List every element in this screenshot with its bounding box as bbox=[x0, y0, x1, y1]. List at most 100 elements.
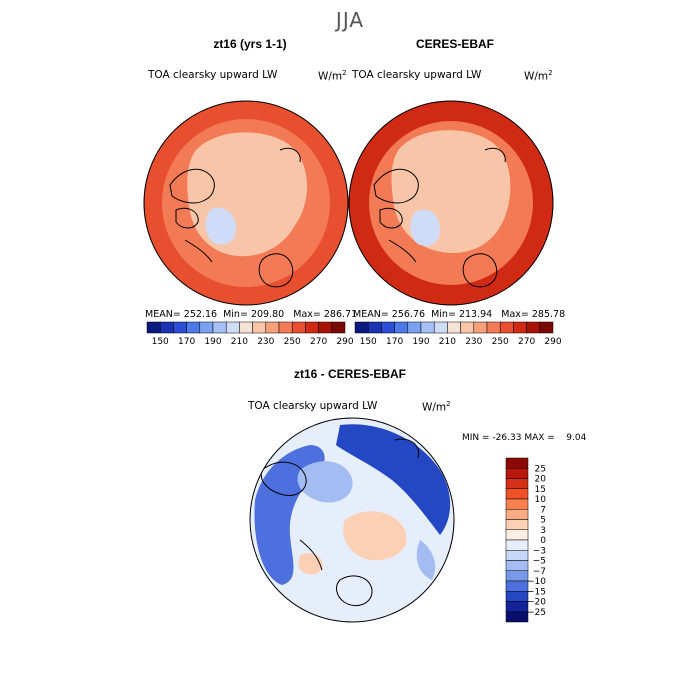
panel1-colorbar-swatch bbox=[331, 321, 346, 334]
panel1-colorbar-label: 250 bbox=[284, 337, 301, 347]
panel3-field-positive bbox=[298, 511, 407, 575]
panel1-colorbar-label: 150 bbox=[152, 337, 169, 347]
panel1-colorbar-label: 230 bbox=[257, 337, 274, 347]
panel1-colorbar-label: 170 bbox=[178, 337, 195, 347]
panel3-colorbar-swatch bbox=[505, 468, 529, 479]
panel3-colorbar-swatch bbox=[505, 498, 529, 510]
panel1-colorbar-label: 210 bbox=[231, 337, 248, 347]
panel3-colorbar-label: −10 bbox=[527, 577, 546, 587]
panel3-colorbar-label: 15 bbox=[535, 485, 546, 495]
panel2-colorbar-swatch bbox=[420, 321, 435, 334]
panel3-colorbar-swatch bbox=[505, 550, 529, 561]
panel1-stats: MEAN= 252.16 Min= 209.80 Max= 286.71 bbox=[145, 309, 358, 320]
panel3-colorbar-swatch bbox=[505, 478, 529, 489]
panel3-field-negative-east bbox=[336, 424, 451, 535]
panel3-colorbar-swatch bbox=[505, 560, 529, 571]
panel2-colorbar-swatch bbox=[447, 321, 461, 334]
panel3-colorbar-swatch bbox=[505, 457, 529, 469]
panel2-colorbar-swatch bbox=[367, 321, 382, 334]
panel1-colorbar-swatch bbox=[159, 321, 174, 334]
panel1-colorbar-swatch bbox=[173, 321, 187, 334]
panel2-colorbar-label: 210 bbox=[439, 337, 456, 347]
panel3-colorbar-label: 25 bbox=[535, 464, 546, 474]
panel1-colorbar-label: 270 bbox=[310, 337, 327, 347]
panel1-colorbar-swatch bbox=[239, 321, 253, 334]
panel3-colorbar-label: 0 bbox=[540, 536, 546, 546]
panel2-colorbar-label: 150 bbox=[360, 337, 377, 347]
panel2-colorbar-label: 250 bbox=[492, 337, 509, 347]
panel1-subtitle: TOA clearsky upward LW bbox=[148, 69, 278, 81]
panel1-colorbar-swatch bbox=[212, 321, 227, 334]
panel3-colorbar-label: −20 bbox=[527, 598, 546, 608]
panel3-map bbox=[250, 418, 454, 622]
panel2-colorbar-swatch bbox=[354, 321, 369, 334]
panel1-colorbar-label: 290 bbox=[336, 337, 353, 347]
panel3-coastlines bbox=[260, 438, 420, 606]
panel3-colorbar-swatch bbox=[505, 509, 529, 520]
panel1-map bbox=[144, 101, 348, 305]
panel2-colorbar-label: 230 bbox=[465, 337, 482, 347]
panel3-units: W/m2 bbox=[422, 400, 451, 414]
panel3-title: zt16 - CERES-EBAF bbox=[293, 367, 406, 381]
panel1-colorbar-swatch bbox=[278, 321, 293, 334]
panel1-map-border bbox=[143, 100, 349, 306]
panel1-colorbar-swatch bbox=[146, 321, 161, 334]
panel2-title: CERES-EBAF bbox=[415, 37, 494, 51]
panel2-stats: MEAN= 256.76 Min= 213.94 Max= 285.78 bbox=[353, 309, 566, 320]
panel3-colorbar-swatch bbox=[505, 529, 529, 541]
panel2-colorbar-swatch bbox=[460, 321, 475, 334]
panel2-colorbar: 150 170 190 210 230 250 270 290 bbox=[354, 321, 562, 347]
panel2-colorbar-label: 290 bbox=[544, 337, 561, 347]
panel3-colorbar-label: −3 bbox=[533, 546, 546, 556]
panel1-colorbar-label: 190 bbox=[204, 337, 221, 347]
panel3-colorbar-label: −15 bbox=[527, 587, 546, 597]
panel1-colorbar-swatch bbox=[265, 321, 280, 334]
panel2-colorbar-swatch bbox=[473, 321, 488, 334]
panel2-colorbar-swatch bbox=[486, 321, 501, 334]
panel2-colorbar-label: 170 bbox=[386, 337, 403, 347]
panel3-colorbar-label: 10 bbox=[535, 495, 547, 505]
panel2-colorbar-swatch bbox=[381, 321, 395, 334]
panel2-colorbar-swatch bbox=[539, 321, 554, 334]
panel1-colorbar-swatch bbox=[252, 321, 267, 334]
panel2-colorbar-swatch bbox=[526, 321, 541, 334]
panel3-colorbar-swatch bbox=[505, 601, 529, 612]
panel3-subtitle: TOA clearsky upward LW bbox=[248, 400, 378, 412]
panel2-units: W/m2 bbox=[524, 69, 553, 83]
panel2-colorbar-swatch bbox=[407, 321, 422, 334]
panel2-colorbar-swatch bbox=[394, 321, 409, 334]
panel1-colorbar: 150 170 190 210 230 250 270 290 bbox=[146, 321, 354, 347]
panel3-map-border bbox=[249, 417, 455, 623]
panel3-colorbar-swatch bbox=[505, 580, 529, 592]
panel1-coastlines bbox=[169, 147, 301, 288]
panel2-colorbar-swatch bbox=[433, 321, 448, 334]
panel3-colorbar-label: 3 bbox=[540, 526, 546, 536]
panel2-map bbox=[349, 101, 553, 305]
panel1-colorbar-swatch bbox=[225, 321, 240, 334]
panel3-minmax: MIN = -26.33 MAX = 9.04 bbox=[462, 433, 587, 443]
panel3-colorbar-label: −5 bbox=[533, 557, 546, 567]
panel3-colorbar-label: −7 bbox=[533, 567, 546, 577]
panel1-colorbar-swatch bbox=[305, 321, 319, 334]
panel1-colorbar-swatch bbox=[318, 321, 333, 334]
panel2-map-border bbox=[348, 100, 554, 306]
panel2-field-greenland-ice bbox=[410, 209, 440, 246]
panel2-colorbar-swatch bbox=[499, 321, 514, 334]
panel3-colorbar-label: 7 bbox=[540, 505, 546, 515]
panel3-colorbar-swatch bbox=[505, 570, 529, 582]
panel3-colorbar-swatch bbox=[505, 488, 529, 500]
panel2-colorbar-swatch bbox=[513, 321, 527, 334]
panel3-field-negative-light bbox=[297, 461, 436, 580]
panel1-field-greenland-ice bbox=[205, 207, 236, 245]
panel1-colorbar-swatch bbox=[186, 321, 201, 334]
panel1-units: W/m2 bbox=[318, 69, 347, 83]
panel3-colorbar-label: 20 bbox=[535, 475, 547, 485]
panel3-colorbar-swatch bbox=[505, 591, 529, 602]
panel3-colorbar-swatch bbox=[505, 611, 529, 623]
panel3-colorbar-swatch bbox=[505, 539, 529, 551]
panel1-colorbar-swatch bbox=[199, 321, 214, 334]
panel2-coastlines bbox=[373, 147, 506, 288]
panel3-colorbar-label: 5 bbox=[540, 516, 546, 526]
